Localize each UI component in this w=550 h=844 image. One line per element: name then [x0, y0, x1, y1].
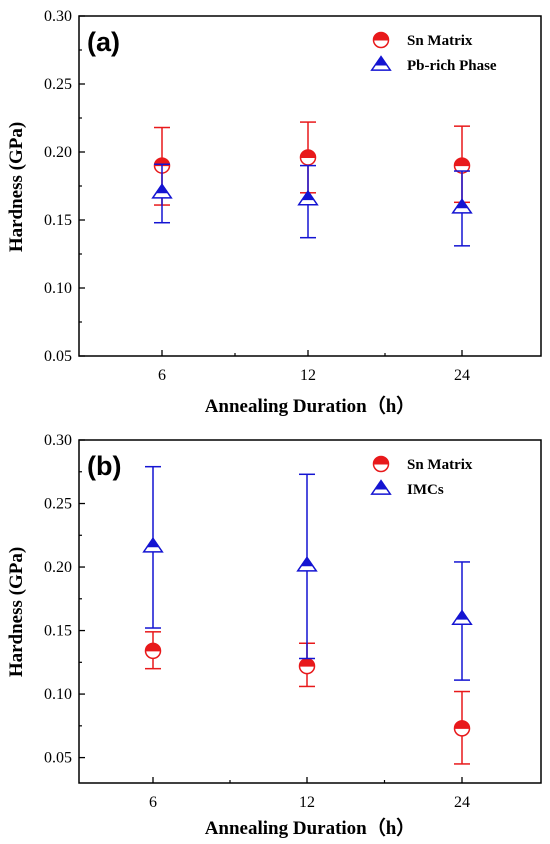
legend-marker-triangle	[370, 55, 392, 71]
data-point-circle-fill	[298, 658, 316, 667]
y-tick-label: 0.30	[44, 8, 72, 25]
panel-label: (a)	[87, 27, 120, 57]
x-axis-title: Annealing Duration（h）	[205, 394, 416, 417]
y-tick-label: 0.25	[44, 76, 72, 93]
y-tick-label: 0.10	[44, 686, 72, 703]
data-point-triangle-fill	[301, 190, 315, 201]
y-axis-title: Hardness (GPa)	[6, 122, 27, 252]
x-tick-label: 24	[454, 367, 470, 384]
legend-label: Sn Matrix	[407, 457, 473, 473]
data-point-circle	[144, 642, 162, 660]
x-axis-title: Annealing Duration（h）	[205, 816, 416, 839]
data-point-triangle	[451, 198, 473, 214]
y-tick-label: 0.30	[44, 432, 72, 449]
series-second-phase	[151, 163, 473, 247]
legend-label: IMCs	[407, 482, 444, 498]
legend-marker-circle	[372, 455, 390, 473]
legend-label: Pb-rich Phase	[407, 58, 497, 74]
y-tick-label: 0.05	[44, 348, 72, 365]
data-point-circle-fill	[144, 642, 162, 652]
chart-panel-a: 0.05 0.10 0.15 0.20 0.25 0.30 6 12 24 Annealing D…	[6, 8, 542, 417]
legend: Sn Matrix IMCs	[370, 455, 473, 498]
data-point-triangle	[142, 537, 164, 553]
data-point-triangle-fill	[155, 183, 169, 194]
plot-frame	[78, 439, 542, 784]
data-point-triangle-fill	[300, 556, 314, 567]
x-tick-label: 6	[149, 794, 157, 811]
x-tick-label: 24	[454, 794, 470, 811]
legend-marker-circle-fill	[372, 456, 390, 465]
y-tick-label: 0.15	[44, 212, 72, 229]
series-second-phase	[142, 465, 473, 681]
y-axis-title: Hardness (GPa)	[6, 547, 27, 677]
x-tick-label: 6	[158, 367, 166, 384]
y-tick-label: 0.20	[44, 144, 72, 161]
data-point-triangle	[151, 183, 173, 199]
data-point-triangle-fill	[455, 609, 469, 620]
legend: Sn Matrix Pb-rich Phase	[370, 31, 497, 74]
series-sn-matrix	[153, 121, 471, 206]
data-point-circle	[298, 657, 316, 675]
data-point-triangle-fill	[455, 198, 469, 209]
legend-marker-circle	[372, 31, 390, 49]
chart-panel-b: 0.05 0.10 0.15 0.20 0.25 0.30 6 12 24 Annealing D…	[6, 432, 542, 839]
y-tick-label: 0.20	[44, 559, 72, 576]
legend-marker-triangle	[370, 479, 392, 495]
x-tick-label: 12	[300, 367, 316, 384]
data-point-triangle	[296, 556, 318, 572]
y-tick-label: 0.05	[44, 750, 72, 767]
legend-marker-triangle-fill	[374, 479, 388, 490]
data-point-triangle-fill	[146, 537, 160, 548]
y-tick-label: 0.10	[44, 280, 72, 297]
data-point-circle	[299, 149, 317, 166]
y-tick-label: 0.15	[44, 623, 72, 640]
legend-marker-circle-fill	[372, 32, 390, 41]
data-point-circle-fill	[453, 720, 471, 729]
data-point-triangle	[297, 189, 319, 206]
data-point-circle-fill	[453, 157, 471, 167]
y-tick-label: 0.25	[44, 496, 72, 513]
data-point-circle	[453, 720, 471, 737]
data-point-triangle	[451, 609, 473, 626]
legend-marker-triangle-fill	[374, 55, 388, 66]
data-point-circle-fill	[299, 149, 317, 158]
legend-label: Sn Matrix	[407, 33, 473, 49]
panel-label: (b)	[87, 451, 121, 481]
x-tick-label: 12	[299, 794, 315, 811]
